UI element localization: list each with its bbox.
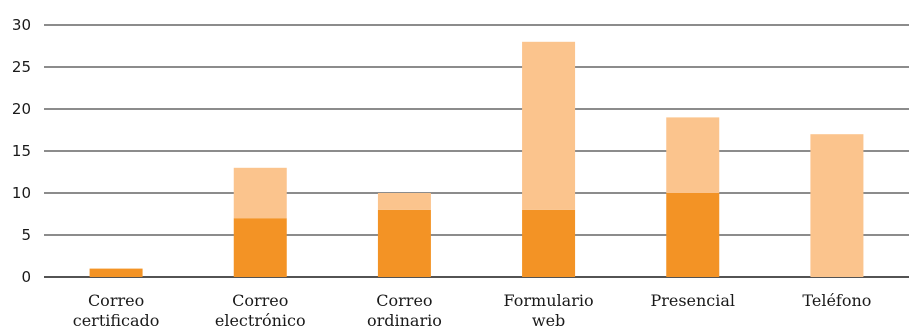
y-tick-label: 10 bbox=[12, 184, 31, 202]
bar-segment bbox=[233, 218, 287, 277]
y-tick-label: 15 bbox=[12, 142, 31, 160]
grid-layer bbox=[44, 24, 909, 278]
y-tick-label: 25 bbox=[12, 58, 31, 76]
category-label: ordinario bbox=[367, 311, 442, 330]
bar-segment bbox=[522, 41, 576, 210]
y-tick-label: 20 bbox=[12, 100, 31, 118]
bar-segment bbox=[377, 209, 431, 277]
category-label: web bbox=[532, 311, 565, 330]
category-label: Correo bbox=[88, 291, 144, 310]
category-label: Teléfono bbox=[802, 291, 871, 310]
bar-segment bbox=[666, 193, 720, 277]
bar-segment bbox=[522, 209, 576, 277]
y-tick-label: 5 bbox=[21, 226, 31, 244]
bar-segment bbox=[810, 134, 864, 277]
bar-segment bbox=[377, 193, 431, 210]
y-tick-label: 30 bbox=[12, 16, 31, 34]
category-label: certificado bbox=[73, 311, 160, 330]
category-label: Correo bbox=[232, 291, 288, 310]
bars bbox=[89, 41, 864, 277]
bar-segment bbox=[233, 167, 287, 219]
bar-segment bbox=[666, 117, 720, 193]
category-label: Formulario bbox=[504, 291, 594, 310]
category-label: Presencial bbox=[650, 291, 735, 310]
category-label: electrónico bbox=[215, 311, 306, 330]
bar-segment bbox=[89, 268, 143, 277]
y-axis: 0 5 10 15 20 25 30 bbox=[12, 16, 31, 286]
x-axis: CorreocertificadoCorreoelectrónicoCorreo… bbox=[73, 291, 872, 330]
category-label: Correo bbox=[376, 291, 432, 310]
y-tick-label: 0 bbox=[21, 268, 31, 286]
